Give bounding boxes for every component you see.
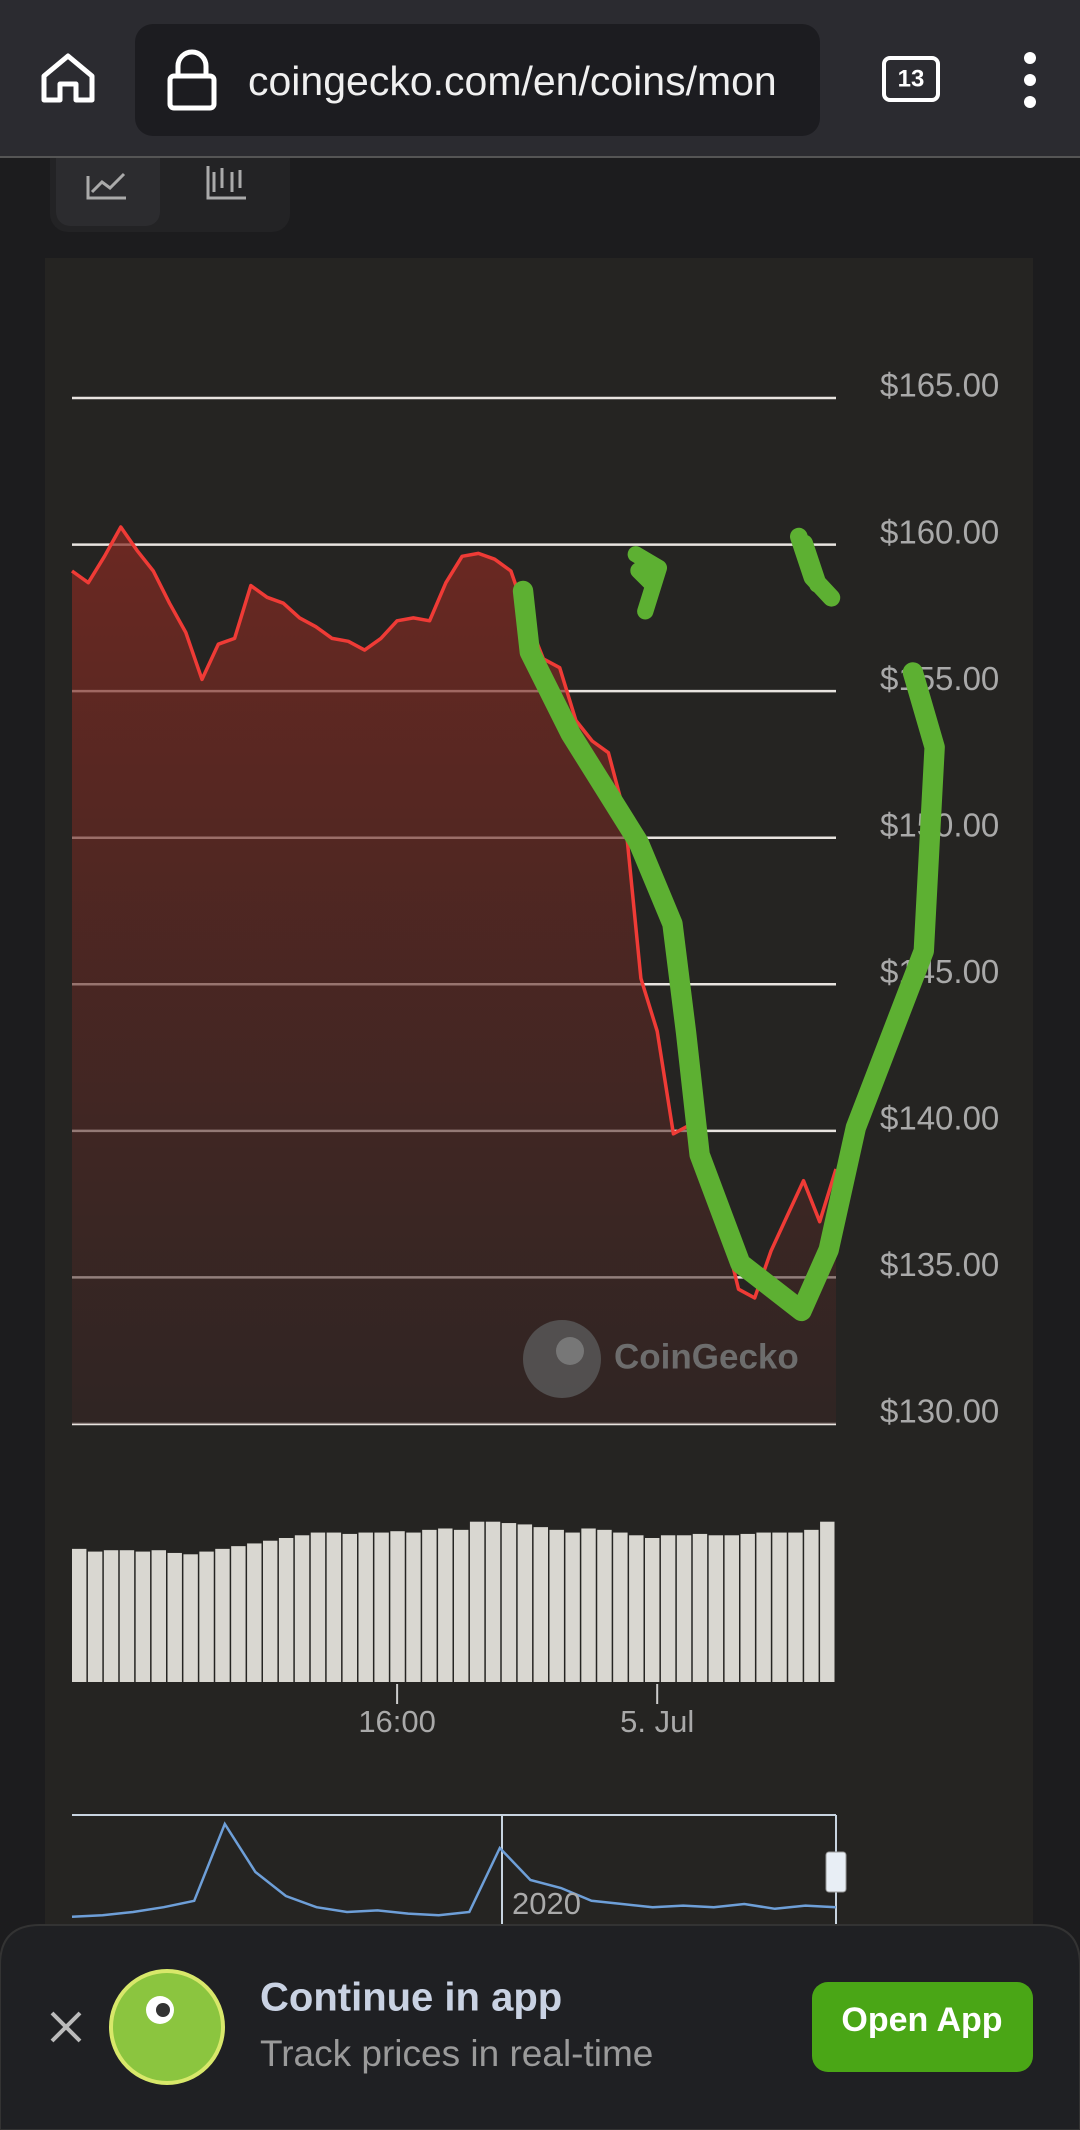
- candle-icon[interactable]: [206, 166, 246, 200]
- banner-title: Continue in app: [260, 1976, 562, 2020]
- navigator-line: [71, 1821, 837, 1919]
- volume-bar: [772, 1532, 787, 1682]
- app-icon: [109, 1969, 225, 2085]
- volume-bar: [199, 1551, 214, 1682]
- y-tick-label: $145.00: [880, 953, 999, 990]
- volume-bar: [533, 1527, 548, 1682]
- y-tick-label: $135.00: [880, 1246, 999, 1283]
- volume-bar: [247, 1543, 262, 1682]
- banner-subtitle: Track prices in real-time: [260, 2033, 653, 2074]
- y-tick-label: $155.00: [880, 660, 999, 697]
- line-icon: [86, 172, 126, 200]
- navigator-label: 2020: [512, 1886, 581, 1921]
- volume-bar: [151, 1550, 166, 1682]
- hand-drawing: [512, 527, 945, 1322]
- menu-button[interactable]: [1024, 52, 1036, 108]
- open-app-button[interactable]: [812, 1982, 1033, 2072]
- volume-bar: [597, 1529, 612, 1682]
- volume-bar: [613, 1532, 628, 1682]
- volume-bar: [645, 1537, 660, 1682]
- close-button[interactable]: [50, 2011, 82, 2043]
- volume-bar: [629, 1535, 644, 1682]
- volume-bar: [804, 1529, 819, 1682]
- volume-bar: [326, 1532, 342, 1682]
- volume-bar: [406, 1532, 421, 1682]
- volume-bar: [788, 1532, 803, 1682]
- volume-bar: [676, 1535, 692, 1682]
- volume-bar: [87, 1551, 103, 1682]
- url-bar[interactable]: [135, 24, 820, 136]
- volume-bar: [501, 1523, 517, 1682]
- volume-bar: [740, 1533, 755, 1682]
- volume-bar: [469, 1521, 485, 1682]
- volume-bar: [119, 1550, 135, 1682]
- volume-bar: [422, 1529, 437, 1682]
- volume-bar: [692, 1533, 708, 1682]
- volume-bar: [167, 1552, 182, 1682]
- volume-bar: [390, 1531, 405, 1682]
- volume-bar: [724, 1535, 739, 1682]
- volume-bar: [454, 1529, 469, 1682]
- tab-count: 13: [898, 65, 925, 92]
- volume-bar: [135, 1551, 151, 1682]
- volume-bar: [294, 1535, 310, 1682]
- x-tick-label: 5. Jul: [620, 1704, 694, 1739]
- volume-bar: [358, 1532, 373, 1682]
- volume-bar: [103, 1550, 119, 1682]
- lock-icon: [167, 73, 217, 111]
- lock-shackle: [175, 49, 209, 76]
- watermark-logo: [523, 1320, 601, 1398]
- volume-bar: [438, 1528, 453, 1682]
- volume-bar: [517, 1524, 533, 1682]
- url-text: coingecko.com/en/coins/mon: [248, 58, 777, 104]
- volume-bar: [485, 1521, 501, 1682]
- y-tick-label: $130.00: [880, 1393, 999, 1430]
- volume-bar: [215, 1548, 230, 1682]
- x-tick-label: 16:00: [358, 1704, 436, 1739]
- volume-bar: [310, 1532, 326, 1682]
- volume-bar: [72, 1548, 87, 1682]
- volume-bar: [231, 1546, 246, 1682]
- volume-bar: [581, 1528, 596, 1682]
- volume-bar: [708, 1535, 724, 1682]
- volume-bar: [820, 1521, 835, 1682]
- price-area: [72, 527, 836, 1424]
- volume-bar: [278, 1537, 294, 1682]
- watermark: CoinGecko: [614, 1337, 799, 1376]
- tabs-button[interactable]: [882, 56, 940, 102]
- y-tick-label: $165.00: [880, 367, 999, 404]
- volume-bar: [183, 1554, 198, 1682]
- volume-bar: [660, 1535, 676, 1682]
- y-tick-label: $140.00: [880, 1100, 999, 1137]
- volume-bar: [342, 1533, 357, 1682]
- url-clip: coingecko.com/en/coins/mon: [248, 58, 777, 104]
- open-app-label: Open App: [841, 2001, 1002, 2039]
- app-icon-pupil: [156, 2003, 170, 2017]
- volume-bar: [263, 1540, 278, 1682]
- volume-bar: [374, 1532, 389, 1682]
- home-button[interactable]: [41, 53, 95, 103]
- y-tick-label: $160.00: [880, 513, 999, 550]
- volume-bar: [549, 1529, 564, 1682]
- navigator-handle[interactable]: [825, 1851, 847, 1893]
- volume-bar: [565, 1532, 580, 1682]
- volume-bar: [756, 1532, 771, 1682]
